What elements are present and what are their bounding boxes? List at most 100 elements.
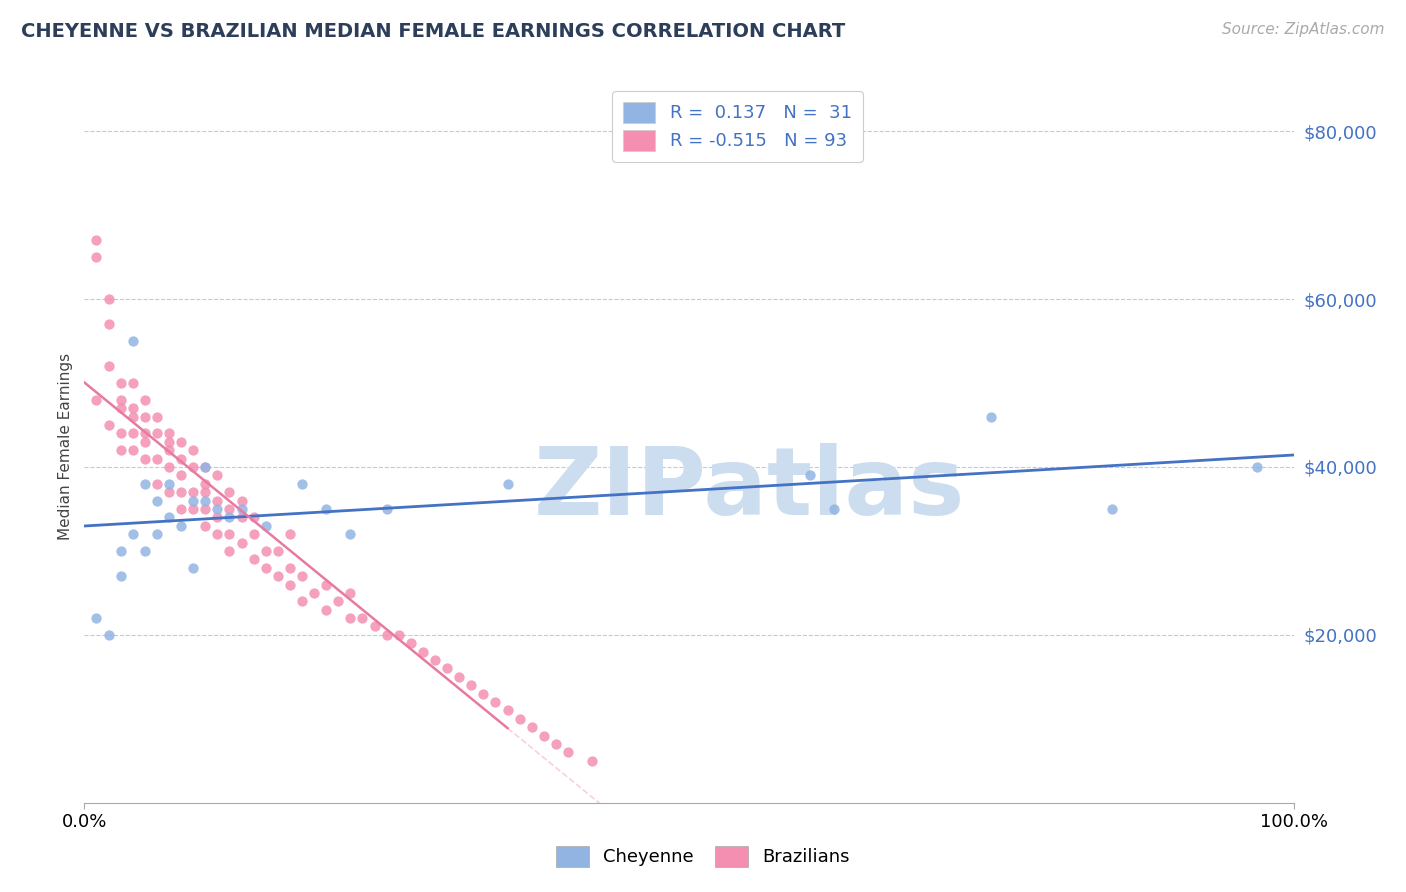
Point (157, 426, 180, 441)
Point (181, 485, 204, 500)
Point (278, 560, 301, 574)
Point (157, 443, 180, 458)
Point (1101, 502, 1123, 516)
Point (231, 502, 253, 516)
Point (218, 502, 240, 516)
Point (339, 611, 361, 625)
Point (218, 485, 240, 500)
Point (388, 628, 411, 642)
Point (97, 359, 120, 374)
Point (146, 493, 169, 508)
Point (399, 636, 422, 650)
Point (291, 594, 314, 608)
Point (157, 460, 180, 475)
Point (339, 586, 361, 600)
Point (134, 426, 156, 441)
Point (375, 628, 398, 642)
Point (207, 493, 229, 508)
Point (207, 502, 229, 516)
Point (181, 443, 204, 458)
Point (436, 661, 458, 675)
Point (134, 409, 156, 424)
Point (544, 737, 567, 751)
Point (315, 603, 337, 617)
Point (97, 628, 120, 642)
Point (267, 569, 290, 583)
Point (242, 527, 264, 541)
Point (146, 527, 169, 541)
Point (254, 560, 277, 574)
Point (157, 510, 180, 524)
Point (328, 594, 350, 608)
Point (315, 502, 337, 516)
Point (97, 318, 120, 332)
Point (231, 535, 253, 549)
Point (194, 493, 217, 508)
Point (170, 518, 193, 533)
Point (231, 493, 253, 508)
Point (110, 401, 132, 416)
Point (121, 527, 143, 541)
Point (121, 334, 143, 348)
Point (363, 619, 385, 633)
Point (86, 611, 108, 625)
Point (170, 451, 193, 466)
Point (157, 476, 180, 491)
Legend: R =  0.137   N =  31, R = -0.515   N = 93: R = 0.137 N = 31, R = -0.515 N = 93 (612, 91, 863, 161)
Point (110, 426, 132, 441)
Point (375, 502, 398, 516)
Point (352, 611, 374, 625)
Point (146, 476, 169, 491)
Point (339, 527, 361, 541)
Point (194, 502, 217, 516)
Point (242, 552, 264, 566)
Point (146, 426, 169, 441)
Point (460, 678, 482, 692)
Point (302, 586, 325, 600)
Point (194, 476, 217, 491)
Point (449, 670, 471, 684)
Point (980, 409, 1002, 424)
Point (181, 460, 204, 475)
Point (291, 569, 314, 583)
Point (533, 729, 555, 743)
Point (121, 426, 143, 441)
Point (134, 544, 156, 558)
Point (254, 518, 277, 533)
Point (110, 392, 132, 407)
Point (86, 392, 108, 407)
Point (520, 720, 543, 734)
Point (86, 233, 108, 247)
Point (207, 527, 229, 541)
Point (799, 468, 821, 483)
Point (170, 468, 193, 483)
Point (194, 460, 217, 475)
Point (181, 502, 204, 516)
Point (110, 544, 132, 558)
Point (146, 409, 169, 424)
Point (496, 703, 519, 717)
Point (121, 409, 143, 424)
Point (97, 417, 120, 432)
Point (110, 443, 132, 458)
Text: ZIPatlas: ZIPatlas (534, 442, 965, 535)
Point (315, 577, 337, 591)
Point (97, 292, 120, 306)
Point (170, 502, 193, 516)
Point (121, 376, 143, 390)
Y-axis label: Median Female Earnings: Median Female Earnings (58, 352, 73, 540)
Point (581, 754, 603, 768)
Point (170, 434, 193, 449)
Point (218, 544, 240, 558)
Point (823, 502, 845, 516)
Point (157, 434, 180, 449)
Point (157, 485, 180, 500)
Point (484, 695, 506, 709)
Point (86, 250, 108, 264)
Point (509, 712, 531, 726)
Text: CHEYENNE VS BRAZILIAN MEDIAN FEMALE EARNINGS CORRELATION CHART: CHEYENNE VS BRAZILIAN MEDIAN FEMALE EARN… (21, 22, 845, 41)
Point (194, 460, 217, 475)
Point (121, 443, 143, 458)
Point (1246, 460, 1268, 475)
Point (134, 392, 156, 407)
